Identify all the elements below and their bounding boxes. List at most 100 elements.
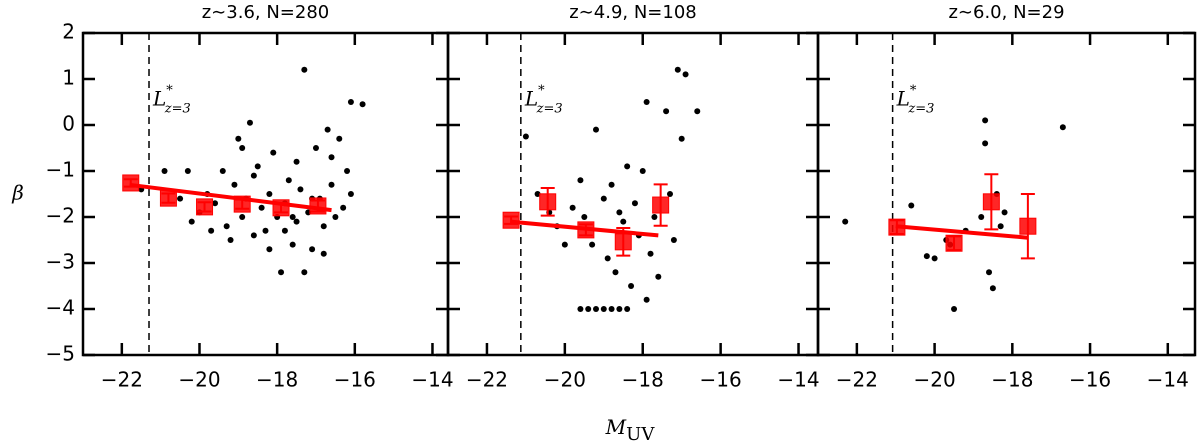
annotation: L* z=3: [152, 83, 191, 116]
data-point: [608, 181, 615, 188]
data-point: [250, 232, 257, 239]
data-point: [569, 204, 576, 211]
data-point: [320, 250, 327, 257]
data-point: [258, 204, 265, 211]
x-tick-label: −14: [777, 368, 819, 392]
data-point: [908, 202, 915, 209]
x-tick-label: −18: [622, 368, 664, 392]
annotation: L* z=3: [896, 83, 935, 116]
data-point: [593, 306, 599, 312]
x-tick-label: −20: [544, 368, 586, 392]
data-point: [978, 214, 985, 220]
data-point: [239, 145, 246, 151]
data-point: [589, 241, 596, 248]
binned-mean: [502, 211, 520, 229]
annotation-text: L: [152, 86, 166, 110]
data-point: [297, 186, 304, 193]
x-tick-label: −16: [1069, 368, 1111, 392]
data-point: [227, 237, 234, 243]
data-point: [951, 306, 958, 312]
data-point: [219, 168, 226, 174]
data-point: [628, 283, 635, 289]
data-point: [647, 250, 654, 257]
data-point: [534, 191, 541, 197]
data-point: [643, 296, 650, 303]
data-point: [989, 285, 996, 292]
data-point: [931, 255, 938, 262]
annotation-text: L: [524, 86, 538, 110]
panel-title: z∼4.9, N=108: [569, 2, 697, 23]
data-point: [231, 181, 238, 188]
panel-frame: [81, 31, 450, 357]
data-point: [982, 117, 989, 124]
binned-mean: [272, 199, 290, 217]
data-point: [184, 168, 191, 174]
annotation-sup: *: [166, 83, 173, 98]
data-point: [344, 168, 351, 174]
data-point: [643, 99, 650, 105]
panel-frame: [816, 31, 1197, 357]
y-tick-label: 1: [62, 66, 75, 90]
data-point: [577, 177, 584, 184]
binned-mean: [233, 195, 251, 213]
annotation: L* z=3: [524, 83, 563, 116]
x-axis-label-sub: UV: [626, 424, 655, 445]
x-axis-label-main: M: [605, 415, 627, 439]
y-tick-label: −3: [46, 250, 75, 274]
data-point: [997, 223, 1004, 230]
x-tick-label: −20: [913, 368, 955, 392]
data-point: [324, 126, 331, 133]
x-tick-label: −22: [466, 368, 508, 392]
data-point: [655, 273, 662, 280]
data-point: [336, 135, 343, 142]
y-axis-label: β: [11, 181, 24, 205]
data-point: [982, 140, 989, 147]
annotation-sup: *: [910, 83, 917, 98]
data-point: [624, 306, 631, 312]
data-point: [223, 223, 230, 230]
data-point: [1001, 209, 1008, 216]
data-point: [239, 214, 246, 220]
y-tick-label: 2: [62, 20, 75, 44]
binned-mean: [539, 193, 557, 211]
data-point: [359, 101, 366, 108]
data-point: [278, 269, 285, 276]
data-point: [332, 214, 339, 220]
data-point: [328, 154, 335, 161]
data-point: [1059, 124, 1066, 131]
data-point: [670, 237, 677, 243]
data-point: [986, 269, 993, 276]
x-tick-label: −16: [334, 368, 376, 392]
binned-mean: [652, 196, 670, 214]
binned-mean: [982, 193, 1000, 211]
data-point: [285, 177, 292, 184]
binned-mean: [888, 218, 906, 236]
data-point: [612, 269, 619, 276]
annotation-sub: z=3: [536, 101, 563, 116]
data-point: [561, 241, 568, 248]
data-point: [312, 145, 319, 151]
data-point: [301, 66, 308, 73]
y-tick-label: −4: [46, 296, 75, 320]
data-point: [293, 158, 300, 165]
data-point: [340, 204, 347, 211]
data-point: [577, 306, 584, 312]
data-point: [266, 246, 273, 253]
binned-mean: [1019, 217, 1037, 235]
data-point: [328, 181, 335, 188]
data-point: [309, 246, 316, 253]
data-point: [161, 168, 168, 174]
data-point: [208, 227, 215, 234]
data-point: [235, 135, 242, 142]
data-point: [674, 66, 681, 73]
fit-line: [129, 182, 332, 213]
panel-title: z∼3.6, N=280: [202, 2, 330, 23]
y-tick-label: 0: [62, 112, 75, 136]
data-point: [667, 191, 673, 197]
annotation-sup: *: [538, 83, 545, 98]
binned-mean: [309, 197, 327, 215]
data-point: [177, 195, 184, 202]
binned-mean: [945, 234, 963, 252]
data-point: [624, 163, 631, 170]
